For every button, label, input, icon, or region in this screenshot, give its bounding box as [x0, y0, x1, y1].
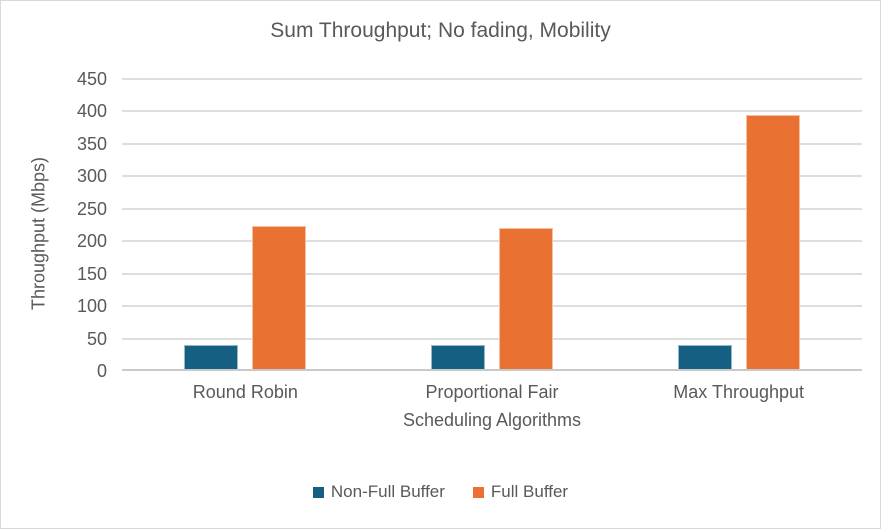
- legend-swatch-non-full-buffer: [312, 486, 324, 498]
- legend-label: Non-Full Buffer: [330, 482, 445, 501]
- y-tick-label: 300: [76, 166, 107, 187]
- gridline: [122, 337, 862, 340]
- gridline: [122, 240, 862, 243]
- x-tick-label-proportional-fair: Proportional Fair: [425, 382, 559, 402]
- legend-label: Full Buffer: [490, 482, 569, 501]
- y-tick-label: 450: [76, 69, 107, 89]
- bar-full-buffer-max-throughput: [745, 114, 800, 369]
- y-tick-label: 0: [96, 361, 107, 381]
- gridline: [122, 78, 862, 80]
- bar-non-full-buffer-proportional-fair: [431, 345, 485, 369]
- plot-area: [122, 78, 862, 371]
- chart-title: Sum Throughput; No fading, Mobility: [270, 19, 611, 42]
- gridline: [122, 207, 862, 210]
- y-tick-label: 50: [86, 328, 107, 349]
- bar-full-buffer-round-robin: [252, 226, 307, 369]
- gridline: [122, 110, 862, 113]
- bar-full-buffer-proportional-fair: [499, 227, 553, 369]
- legend-item-full-buffer: Full Buffer: [472, 482, 569, 502]
- x-axis-title: Scheduling Algorithms: [402, 410, 582, 430]
- y-tick-label: 400: [76, 101, 107, 122]
- gridline: [122, 175, 862, 178]
- legend-swatch-full-buffer: [472, 486, 484, 498]
- gridline: [122, 142, 862, 145]
- gridline: [122, 305, 862, 308]
- y-tick-label: 250: [76, 198, 107, 219]
- y-tick-label: 100: [76, 296, 107, 317]
- legend: Non-Full Buffer Full Buffer: [1, 482, 880, 502]
- gridline: [122, 272, 862, 275]
- bar-non-full-buffer-round-robin: [184, 345, 239, 369]
- y-tick-label: 200: [76, 231, 107, 252]
- legend-item-non-full-buffer: Non-Full Buffer: [312, 482, 445, 502]
- x-tick-label-max-throughput: Max Throughput: [673, 382, 805, 402]
- x-tick-label-round-robin: Round Robin: [192, 382, 298, 402]
- y-tick-label: 350: [76, 133, 107, 154]
- y-tick-label: 150: [76, 263, 107, 284]
- bar-non-full-buffer-max-throughput: [677, 345, 732, 369]
